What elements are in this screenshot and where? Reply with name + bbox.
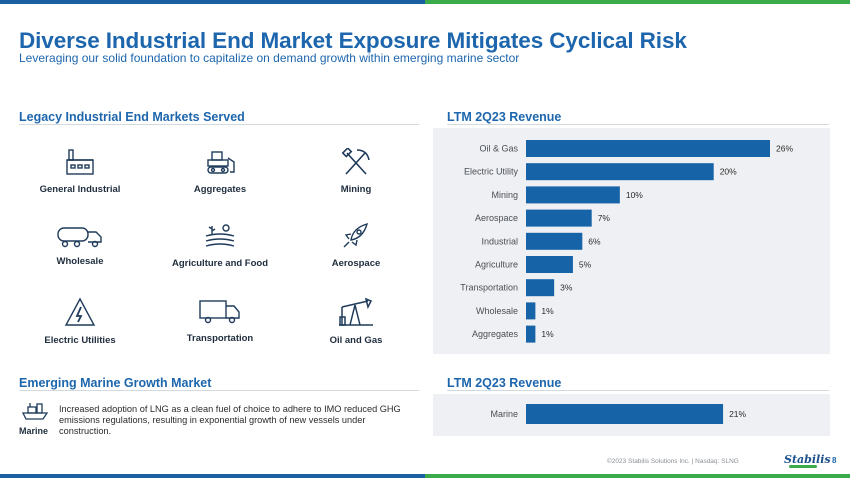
marine-chart-panel: Marine 21%: [433, 394, 830, 436]
market-label: Wholesale: [56, 256, 104, 267]
pumpjack-icon: [339, 297, 373, 326]
page-title: Diverse Industrial End Market Exposure M…: [19, 28, 687, 53]
page-number: 8: [832, 456, 837, 465]
marine-heading: Emerging Marine Growth Market: [19, 376, 212, 390]
data-label: 20%: [720, 167, 737, 177]
bar: [526, 209, 592, 227]
ship-icon: [21, 403, 49, 420]
market-label: Agriculture and Food: [171, 258, 269, 269]
data-label: 10%: [626, 190, 643, 200]
bar: [526, 186, 620, 204]
crop-field-icon: [205, 224, 235, 247]
marine-divider: [19, 390, 419, 391]
market-transportation: Transportation: [145, 299, 295, 344]
market-label: Transportation: [186, 333, 254, 344]
data-label: 6%: [588, 236, 601, 246]
market-label: Aerospace: [331, 258, 381, 269]
company-logo: Stabilis: [784, 453, 831, 466]
high-voltage-icon: [64, 297, 96, 326]
market-oil-gas: Oil and Gas: [281, 297, 431, 346]
marine-bar-chart: Marine 21%: [490, 404, 747, 424]
market-label: General Industrial: [39, 184, 121, 195]
market-electric-utilities: Electric Utilities: [5, 297, 155, 346]
market-mining: Mining: [281, 148, 431, 195]
tanker-truck-icon: [57, 227, 102, 248]
market-general-industrial: General Industrial: [5, 148, 155, 195]
bar: [526, 302, 536, 320]
category-label: Marine: [490, 409, 518, 419]
bottom-accent-bar: [0, 474, 850, 478]
bar: [526, 140, 770, 157]
bar: [526, 256, 573, 273]
footer-copyright: ©2023 Stabilis Solutions Inc. | Nasdaq: …: [607, 458, 739, 465]
data-label: 26%: [776, 144, 793, 154]
page-subtitle: Leveraging our solid foundation to capit…: [19, 51, 520, 65]
top-accent-bar: [0, 0, 850, 4]
legacy-divider: [19, 124, 419, 125]
data-label: 5%: [579, 260, 592, 270]
box-truck-icon: [199, 300, 240, 324]
market-aerospace: Aerospace: [281, 222, 431, 269]
revenue-chart-panel: Oil & Gas 26% Electric Utility 20% Mining 10%…: [433, 128, 830, 354]
data-label: 1%: [541, 329, 554, 339]
category-label: Wholesale: [476, 306, 518, 316]
bulldozer-icon: [207, 151, 235, 174]
factory-icon: [66, 149, 94, 175]
category-label: Industrial: [481, 236, 518, 246]
category-label: Transportation: [460, 283, 518, 293]
market-wholesale: Wholesale: [5, 224, 155, 267]
category-label: Aggregates: [472, 329, 519, 339]
bar: [526, 279, 555, 297]
market-aggregates: Aggregates: [145, 148, 295, 195]
marine-description: Increased adoption of LNG as a clean fue…: [59, 404, 401, 436]
category-label: Mining: [491, 190, 518, 200]
market-label: Electric Utilities: [44, 335, 116, 346]
revenue-bar-chart: Oil & Gas 26% Electric Utility 20% Mining 10%…: [460, 140, 793, 343]
bar: [526, 232, 583, 250]
bar: [526, 163, 714, 181]
category-label: Electric Utility: [464, 167, 519, 177]
category-label: Oil & Gas: [479, 144, 518, 154]
marine-chart-divider: [447, 390, 829, 391]
pickaxe-hammer-icon: [341, 148, 370, 175]
revenue-chart-divider: [447, 124, 829, 125]
bar: [526, 325, 536, 343]
marine-label: Marine: [19, 426, 49, 436]
market-agriculture: Agriculture and Food: [145, 222, 295, 269]
data-label: 21%: [729, 409, 746, 419]
market-label: Aggregates: [193, 184, 247, 195]
category-label: Agriculture: [475, 260, 518, 270]
data-label: 1%: [541, 306, 554, 316]
marine-chart-heading: LTM 2Q23 Revenue: [447, 376, 562, 390]
rocket-icon: [343, 222, 369, 248]
bar: [526, 404, 724, 424]
legacy-heading: Legacy Industrial End Markets Served: [19, 110, 245, 124]
revenue-chart-heading: LTM 2Q23 Revenue: [447, 110, 562, 124]
logo-swoosh: [789, 465, 817, 468]
data-label: 7%: [598, 213, 611, 223]
market-label: Oil and Gas: [329, 335, 383, 346]
data-label: 3%: [560, 283, 573, 293]
category-label: Aerospace: [475, 213, 518, 223]
market-label: Mining: [340, 184, 372, 195]
